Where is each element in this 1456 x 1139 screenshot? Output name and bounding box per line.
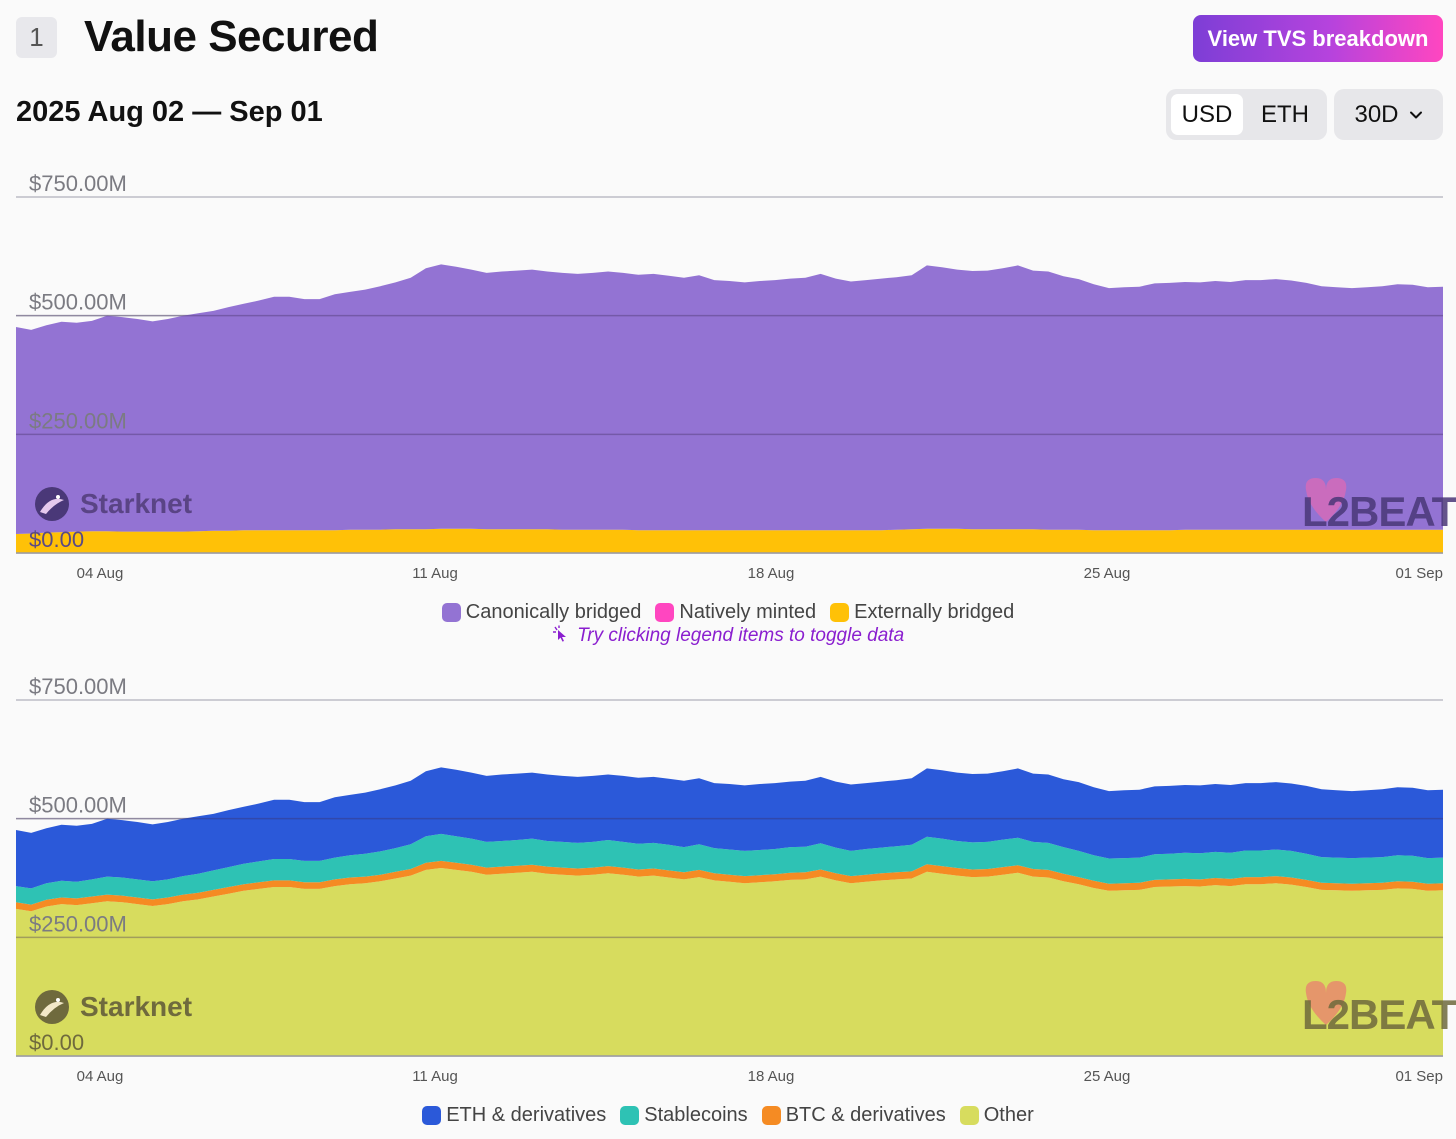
area-other[interactable]: [16, 868, 1443, 1056]
legend-swatch: [441, 603, 461, 622]
legend-item-btc-derivatives[interactable]: BTC & derivatives: [761, 1104, 946, 1127]
cursor-click-icon: [552, 625, 575, 646]
section-number: 1: [16, 17, 57, 58]
chevron-down-icon: [1409, 111, 1422, 118]
y-tick-label: $250.00M: [29, 911, 127, 936]
legend-swatch: [620, 1106, 640, 1125]
legend-hint-text: Try clicking legend items to toggle data: [577, 625, 905, 646]
x-tick-label: 04 Aug: [77, 1068, 124, 1085]
range-value: 30D: [1354, 100, 1399, 128]
area-externally-bridged[interactable]: [16, 528, 1443, 553]
x-tick-label: 18 Aug: [748, 565, 795, 582]
legend-item-externally-bridged[interactable]: Externally bridged: [830, 601, 1014, 624]
watermark-text: L2BEAT: [1302, 991, 1456, 1038]
range-dropdown[interactable]: 30D: [1334, 89, 1443, 140]
legend-item-other[interactable]: Other: [959, 1104, 1034, 1127]
legend-label: ETH & derivatives: [446, 1104, 607, 1126]
tvs-chart-sources[interactable]: $0.00 $250.00M $500.00M $750.00M 04 Aug 11 Au…: [0, 160, 1456, 590]
legend-item-natively-minted[interactable]: Natively minted: [655, 601, 816, 624]
legend-sources: Canonically bridged Natively minted Exte…: [0, 601, 1456, 624]
x-tick-label: 11 Aug: [412, 565, 458, 582]
legend-label: Natively minted: [679, 601, 817, 623]
legend-item-canonically-bridged[interactable]: Canonically bridged: [441, 601, 642, 624]
legend-swatch: [830, 603, 850, 622]
legend-label: BTC & derivatives: [785, 1104, 946, 1126]
starknet-logo-icon: [35, 990, 69, 1024]
project-label: Starknet: [80, 488, 192, 519]
x-tick-label: 04 Aug: [77, 565, 124, 582]
legend-hint: Try clicking legend items to toggle data: [0, 625, 1456, 647]
l2beat-watermark-icon: [1305, 478, 1347, 522]
legend-swatch: [959, 1106, 979, 1125]
legend-label: Canonically bridged: [465, 601, 642, 623]
unit-toggle: USD ETH: [1166, 89, 1327, 140]
x-tick-label: 01 Sep: [1395, 565, 1443, 582]
l2beat-watermark-icon: [1305, 981, 1347, 1025]
x-tick-label: 01 Sep: [1395, 1068, 1443, 1085]
x-tick-label: 25 Aug: [1084, 1068, 1131, 1085]
watermark-text: L2BEAT: [1302, 488, 1456, 535]
legend-swatch: [422, 1106, 442, 1125]
y-tick-label: $0.00: [29, 527, 84, 552]
chart-canvas[interactable]: $0.00 $250.00M $500.00M $750.00M 04 Aug 11 Au…: [0, 160, 1456, 590]
y-tick-label: $500.00M: [29, 793, 127, 818]
y-tick-label: $750.00M: [29, 674, 127, 699]
page-title: Value Secured: [84, 12, 379, 61]
y-tick-label: $0.00: [29, 1030, 84, 1055]
legend-label: Stablecoins: [644, 1104, 748, 1126]
project-label: Starknet: [80, 991, 192, 1022]
area-stablecoins[interactable]: [16, 833, 1443, 905]
legend-swatch: [761, 1106, 781, 1125]
legend-swatch: [655, 603, 675, 622]
chart-canvas[interactable]: $0.00 $250.00M $500.00M $750.00M 04 Aug 11 Au…: [0, 663, 1456, 1093]
legend-item-stablecoins[interactable]: Stablecoins: [620, 1104, 748, 1127]
area-btc-derivatives[interactable]: [16, 860, 1443, 912]
starknet-logo-icon: [35, 487, 69, 521]
legend-label: Externally bridged: [854, 601, 1015, 623]
y-tick-label: $750.00M: [29, 171, 127, 196]
area-eth-derivatives[interactable]: [16, 767, 1443, 889]
tvs-chart-assets[interactable]: $0.00 $250.00M $500.00M $750.00M 04 Aug 11 Au…: [0, 663, 1456, 1093]
y-tick-label: $250.00M: [29, 408, 127, 433]
area-canonically-bridged[interactable]: [16, 264, 1443, 534]
x-tick-label: 25 Aug: [1084, 565, 1131, 582]
x-tick-label: 11 Aug: [412, 1068, 458, 1085]
legend-label: Other: [983, 1104, 1034, 1126]
x-tick-label: 18 Aug: [748, 1068, 795, 1085]
unit-usd-option[interactable]: USD: [1171, 94, 1243, 135]
legend-item-eth-derivatives[interactable]: ETH & derivatives: [422, 1104, 606, 1127]
view-tvs-breakdown-button[interactable]: View TVS breakdown: [1193, 15, 1443, 62]
y-tick-label: $500.00M: [29, 290, 127, 315]
unit-eth-option[interactable]: ETH: [1261, 100, 1309, 128]
legend-assets: ETH & derivatives Stablecoins BTC & deri…: [0, 1104, 1456, 1127]
date-range: 2025 Aug 02 — Sep 01: [16, 96, 323, 128]
